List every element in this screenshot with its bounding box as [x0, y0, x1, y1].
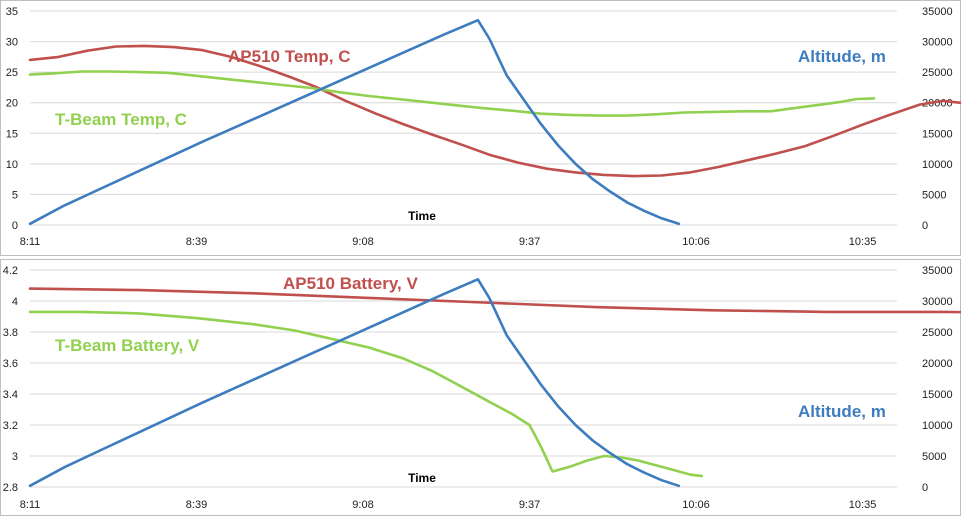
- x-axis-ticks: 8:11 8:39 9:08 9:37 10:06 10:35: [20, 236, 877, 248]
- left-tick-label: 25: [6, 67, 18, 79]
- ap510-battery-label: AP510 Battery, V: [283, 274, 418, 293]
- left-tick-label: 2.8: [3, 482, 18, 494]
- left-tick-label: 20: [6, 98, 18, 110]
- ap510-temp-label: AP510 Temp, C: [228, 47, 351, 66]
- right-tick-label: 35000: [922, 265, 953, 277]
- right-tick-label: 30000: [922, 37, 953, 49]
- tbeam-temp-label: T-Beam Temp, C: [55, 110, 187, 129]
- right-tick-label: 20000: [922, 358, 953, 370]
- right-tick-label: 35000: [922, 6, 953, 18]
- left-tick-label: 3.6: [3, 358, 18, 370]
- x-tick-label: 9:08: [352, 236, 373, 248]
- left-tick-label: 4.2: [3, 265, 18, 277]
- series-line-tbeam: [28, 310, 704, 478]
- right-tick-label: 25000: [922, 327, 953, 339]
- right-tick-label: 0: [922, 220, 928, 232]
- left-tick-label: 5: [12, 189, 18, 201]
- right-tick-label: 15000: [922, 128, 953, 140]
- x-axis-label: Time: [408, 209, 436, 223]
- right-tick-label: 5000: [922, 189, 946, 201]
- x-tick-label: 8:39: [186, 499, 207, 511]
- x-tick-label: 10:06: [682, 236, 710, 248]
- x-tick-label: 10:35: [849, 499, 877, 511]
- series: [28, 18, 961, 226]
- x-tick-label: 9:37: [519, 499, 540, 511]
- left-tick-label: 30: [6, 37, 18, 49]
- x-axis-ticks: 8:11 8:39 9:08 9:37 10:06 10:35: [20, 499, 877, 511]
- right-tick-label: 10000: [922, 420, 953, 432]
- x-tick-label: 9:37: [519, 236, 540, 248]
- x-tick-label: 8:11: [20, 499, 41, 511]
- right-tick-label: 30000: [922, 296, 953, 308]
- altitude-label: Altitude, m: [798, 47, 886, 66]
- left-tick-label: 3: [12, 451, 18, 463]
- series-line-ap510: [28, 287, 961, 314]
- series-line-ap510: [28, 44, 961, 178]
- series-line-tbeam: [28, 70, 876, 117]
- left-tick-label: 15: [6, 128, 18, 140]
- x-tick-label: 10:35: [849, 236, 877, 248]
- left-axis-ticks: 2.8 3 3.2 3.4 3.6 3.8 4 4.2: [3, 265, 18, 494]
- left-tick-label: 3.2: [3, 420, 18, 432]
- chart-frame: [0, 259, 961, 516]
- right-tick-label: 5000: [922, 451, 946, 463]
- series-line-altitude: [28, 278, 681, 488]
- x-axis-label: Time: [408, 471, 436, 485]
- left-tick-label: 0: [12, 220, 18, 232]
- x-tick-label: 9:08: [352, 499, 373, 511]
- left-axis-ticks: 0 5 10 15 20 25 30 35: [6, 6, 18, 232]
- left-tick-label: 35: [6, 6, 18, 18]
- battery-chart: 2.8 3 3.2 3.4 3.6 3.8 4 4.2 0 5000 10000 15000 2000…: [0, 259, 961, 516]
- right-tick-label: 15000: [922, 389, 953, 401]
- left-tick-label: 10: [6, 159, 18, 171]
- series: [28, 278, 961, 488]
- left-tick-label: 4: [12, 296, 18, 308]
- right-tick-label: 10000: [922, 159, 953, 171]
- left-tick-label: 3.4: [3, 389, 18, 401]
- gridlines: [30, 10, 897, 226]
- tbeam-battery-label: T-Beam Battery, V: [55, 336, 200, 355]
- x-tick-label: 8:11: [20, 236, 41, 248]
- series-line-altitude: [28, 18, 681, 226]
- right-tick-label: 0: [922, 482, 928, 494]
- right-axis-ticks: 0 5000 10000 15000 20000 25000 30000 35000: [922, 265, 953, 494]
- altitude-label: Altitude, m: [798, 402, 886, 421]
- right-tick-label: 25000: [922, 67, 953, 79]
- x-tick-label: 10:06: [682, 499, 710, 511]
- left-tick-label: 3.8: [3, 327, 18, 339]
- x-tick-label: 8:39: [186, 236, 207, 248]
